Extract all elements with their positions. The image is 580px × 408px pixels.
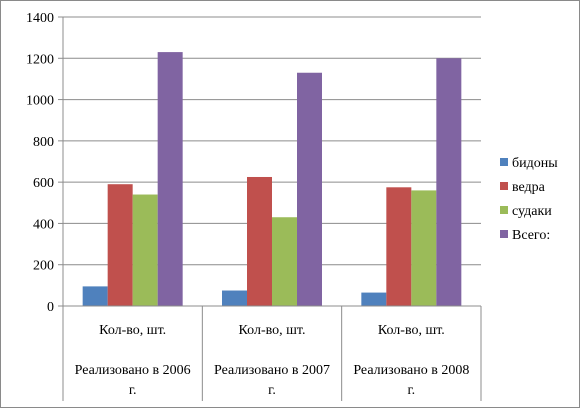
y-tick-label: 800 <box>33 135 54 150</box>
category-label: Кол-во, шт. <box>378 323 445 338</box>
legend-swatch-бидоны <box>500 158 508 166</box>
category-label: г. <box>129 383 137 398</box>
y-tick-label: 1400 <box>26 11 54 26</box>
y-tick-label: 1200 <box>26 52 54 67</box>
legend-swatch-судаки <box>500 206 508 214</box>
bars <box>82 52 462 307</box>
bar-судаки-0 <box>132 194 158 306</box>
bar-Всего:-1 <box>297 72 322 306</box>
bar-ведра-1 <box>247 176 272 306</box>
category-label: г. <box>407 383 415 398</box>
bar-ведра-2 <box>386 187 412 306</box>
category-labels: Кол-во, шт. Реализовано в 2006 г. Кол-во, ш… <box>62 306 482 401</box>
bar-бидоны-0 <box>82 286 108 306</box>
category-label: г. <box>268 383 276 398</box>
y-tick-label: 0 <box>47 300 54 315</box>
bar-судаки-2 <box>411 190 437 306</box>
category-label: Кол-во, шт. <box>99 323 166 338</box>
category-label: Реализовано в 2006 <box>75 363 191 378</box>
category-label: Кол-во, шт. <box>239 323 306 338</box>
legend-label-ведра: ведра <box>512 180 546 195</box>
bar-ведра-0 <box>107 184 133 306</box>
y-tick-label: 1000 <box>26 94 54 109</box>
y-axis-ticks: 0 200 400 600 800 1000 1200 1400 <box>26 11 63 315</box>
legend-swatch-ведра <box>500 182 508 190</box>
category-label: Реализовано в 2008 <box>353 363 469 378</box>
bar-Всего:-2 <box>436 58 462 307</box>
bar-бидоны-2 <box>361 292 387 306</box>
legend-label-бидоны: бидоны <box>512 156 558 171</box>
category-label: Реализовано в 2007 <box>214 363 330 378</box>
axes <box>62 17 481 307</box>
y-tick-label: 400 <box>33 217 54 232</box>
y-tick-label: 600 <box>33 176 54 191</box>
legend: бидоны ведра судаки Всего: <box>500 156 558 243</box>
bar-Всего:-0 <box>157 52 183 306</box>
legend-label-Всего:: Всего: <box>512 228 550 243</box>
y-tick-label: 200 <box>33 259 54 274</box>
bar-судаки-1 <box>272 217 297 306</box>
bar-бидоны-1 <box>222 290 247 306</box>
legend-label-судаки: судаки <box>512 204 552 219</box>
legend-swatch-Всего: <box>500 230 508 238</box>
